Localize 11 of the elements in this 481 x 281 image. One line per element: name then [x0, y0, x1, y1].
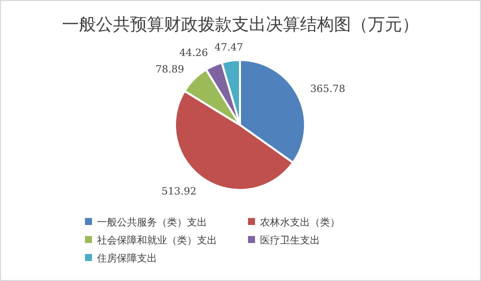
data-label: 513.92 [161, 186, 196, 198]
legend-label: 医疗卫生支出 [260, 234, 320, 246]
data-label: 47.47 [214, 42, 244, 54]
legend-label: 社会保障和就业（类）支出 [97, 234, 217, 246]
legend-label: 农林水支出（类） [260, 216, 340, 228]
data-label: 78.89 [156, 64, 184, 76]
legend-label: 一般公共服务（类）支出 [97, 216, 207, 228]
legend-label: 住房保障支出 [97, 252, 157, 264]
chart-title: 一般公共预算财政拨款支出决算结构图（万元） [62, 15, 419, 35]
data-label: 365.78 [310, 84, 346, 96]
data-label: 44.26 [179, 48, 208, 60]
